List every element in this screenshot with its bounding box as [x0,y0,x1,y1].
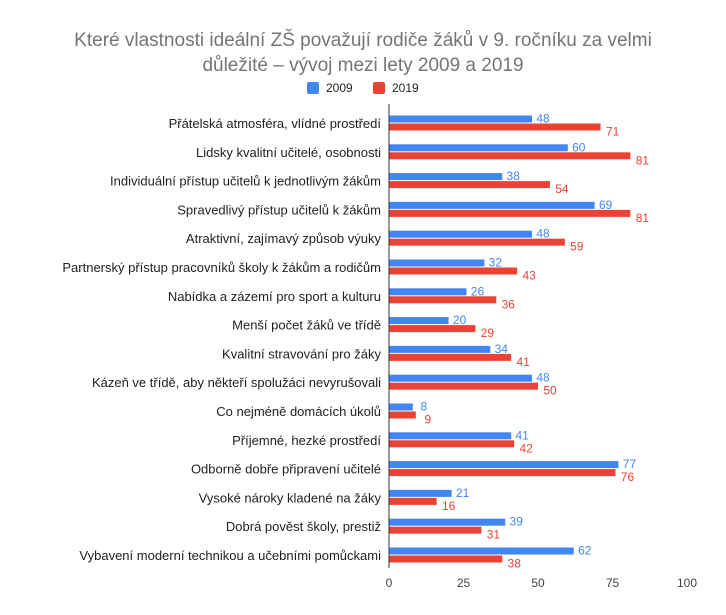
data-label-2019: 42 [519,441,533,455]
bar-2009 [389,144,568,152]
category-label: Přátelská atmosféra, vlídné prostředí [169,116,382,131]
bar-2019 [389,209,631,217]
bar-2019 [389,325,476,333]
data-label-2019: 36 [502,297,516,311]
bar-2019 [389,123,601,131]
data-label-2019: 81 [636,211,650,225]
data-label-2019: 50 [543,384,557,398]
data-label-2009: 60 [572,140,586,154]
data-label-2019: 41 [517,355,531,369]
data-label-2019: 54 [555,182,569,196]
data-label-2009: 32 [489,256,503,270]
bar-2009 [389,173,503,181]
category-label: Lidsky kvalitní učitelé, osobnosti [196,145,381,160]
category-label: Menší počet žáků ve třídě [232,318,381,333]
category-label: Nabídka a zázemí pro sport a kulturu [168,289,381,304]
data-label-2009: 48 [536,371,550,385]
data-label-2009: 48 [536,227,550,241]
bar-2009 [389,115,533,123]
category-label: Dobrá pověst školy, prestiž [226,519,381,534]
bar-2019 [389,267,518,275]
data-label-2009: 26 [471,284,485,298]
bar-2019 [389,497,437,505]
data-label-2019: 76 [621,470,635,484]
data-label-2009: 39 [510,515,524,529]
data-label-2019: 38 [508,557,522,571]
data-label-2019: 16 [442,499,456,513]
bar-2019 [389,411,416,419]
data-label-2009: 34 [495,342,509,356]
data-label-2019: 59 [570,240,584,254]
x-tick-label: 75 [606,576,620,590]
data-label-2009: 41 [516,428,530,442]
bar-2019 [389,469,616,477]
data-label-2009: 21 [456,486,470,500]
category-label: Spravedlivý přístup učitelů k žákům [177,202,381,217]
bar-2009 [389,317,449,325]
data-label-2019: 9 [424,413,431,427]
category-label: Vysoké nároky kladené na žáky [199,490,382,505]
bar-2009 [389,259,485,267]
bar-2019 [389,238,565,246]
data-label-2019: 29 [481,326,495,340]
bar-2009 [389,489,452,497]
plot-area: Přátelská atmosféra, vlídné prostředí 48 7… [62,104,697,590]
bar-2019 [389,382,538,390]
bar-2019 [389,353,512,361]
category-label: Atraktivní, zajímavý způsob výuky [186,231,382,246]
category-label: Co nejméně domácích úkolů [216,404,381,419]
bar-2019 [389,555,503,563]
data-label-2009: 48 [536,112,550,126]
data-label-2009: 62 [578,544,592,558]
bar-2009 [389,201,595,209]
category-label: Vybavení moderní technikou a učebními po… [79,548,381,563]
x-tick-label: 0 [386,576,393,590]
bar-2019 [389,440,515,448]
legend-label-2019: 2019 [392,81,419,95]
bar-2019 [389,296,497,304]
data-label-2009: 69 [599,198,613,212]
x-tick-label: 25 [457,576,471,590]
bar-2019 [389,181,550,189]
data-label-2019: 43 [522,269,536,283]
bar-2009 [389,518,506,526]
bar-2019 [389,152,631,160]
category-label: Kvalitní stravování pro žáky [222,346,381,361]
data-label-2009: 38 [507,169,521,183]
bar-2009 [389,230,533,238]
category-label: Příjemné, hezké prostředí [232,433,381,448]
bar-2009 [389,288,467,296]
bar-2009 [389,374,533,382]
chart-title-line-2: důležité – vývoj mezi lety 2009 a 2019 [202,55,523,76]
bar-2019 [389,526,482,534]
bar-2009 [389,432,512,440]
category-label: Kázeň ve třídě, aby někteří spolužáci ne… [92,375,381,390]
data-label-2019: 71 [606,125,620,139]
legend-label-2009: 2009 [326,81,353,95]
x-tick-label: 100 [677,576,697,590]
chart-title-line-1: Které vlastnosti ideální ZŠ považují rod… [74,29,652,51]
data-label-2019: 31 [487,528,501,542]
bar-2009 [389,403,413,411]
category-label: Individuální přístup učitelů k jednotliv… [110,174,381,189]
legend: 2009 2019 [307,81,419,95]
bar-2009 [389,345,491,353]
x-tick-label: 50 [531,576,545,590]
bar-2009 [389,547,574,555]
data-label-2019: 81 [636,153,650,167]
data-label-2009: 8 [420,400,427,414]
legend-swatch-2019 [373,82,385,94]
category-label: Partnerský přístup pracovníků školy k žá… [62,260,381,275]
category-label: Odborně dobře připravení učitelé [191,462,381,477]
bar-2009 [389,461,619,469]
data-label-2009: 20 [453,313,467,327]
data-label-2009: 77 [623,457,637,471]
legend-swatch-2009 [307,82,319,94]
